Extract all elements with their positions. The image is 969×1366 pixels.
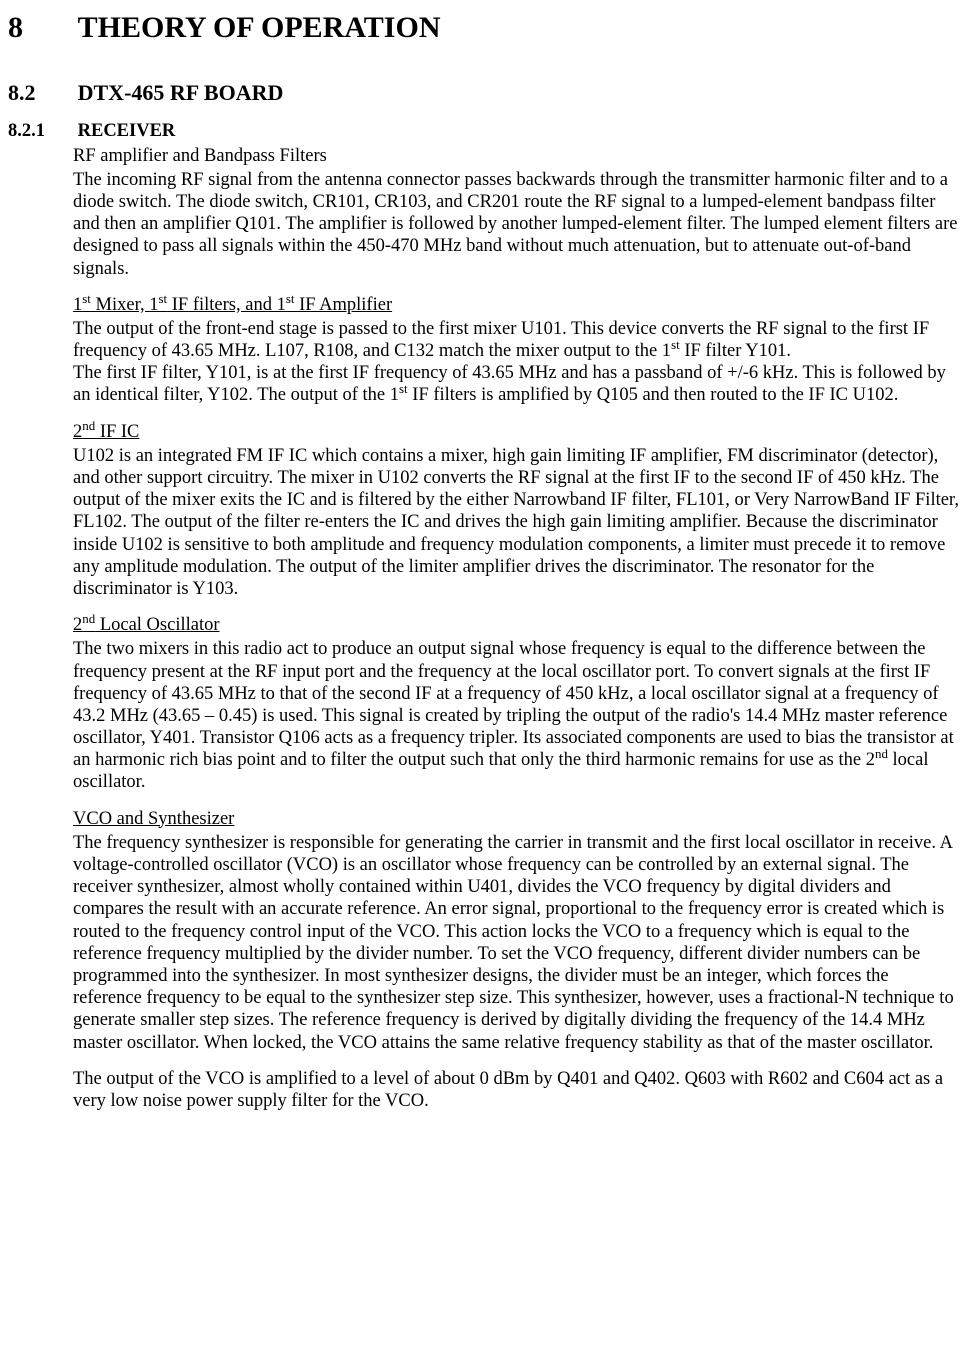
- vco-heading: VCO and Synthesizer: [73, 808, 961, 830]
- section-title: DTX-465 RF BOARD: [78, 80, 284, 106]
- local-osc-heading: 2nd Local Oscillator: [73, 614, 961, 636]
- vco-heading-text: VCO and Synthesizer: [73, 809, 234, 829]
- chapter-title: THEORY OF OPERATION: [78, 10, 441, 46]
- vco-paragraph-2: The output of the VCO is amplified to a …: [73, 1068, 961, 1112]
- subsection-number: 8.2.1: [8, 120, 73, 142]
- mixer-heading: 1st Mixer, 1st IF filters, and 1st IF Am…: [73, 294, 961, 316]
- rf-amp-heading-text: RF amplifier and Bandpass Filters: [73, 146, 327, 166]
- mixer-heading-text: 1st Mixer, 1st IF filters, and 1st IF Am…: [73, 295, 392, 315]
- section-number: 8.2: [8, 80, 73, 106]
- document-body: RF amplifier and Bandpass Filters The in…: [73, 145, 961, 1113]
- chapter-number: 8: [8, 10, 73, 46]
- chapter-heading: 8 THEORY OF OPERATION: [8, 10, 961, 46]
- subsection-heading: 8.2.1 RECEIVER: [8, 120, 961, 142]
- local-osc-heading-text: 2nd Local Oscillator: [73, 615, 220, 635]
- vco-paragraph-1: The frequency synthesizer is responsible…: [73, 832, 961, 1054]
- rf-amp-heading: RF amplifier and Bandpass Filters: [73, 145, 961, 167]
- subsection-title: RECEIVER: [78, 120, 176, 142]
- local-osc-paragraph: The two mixers in this radio act to prod…: [73, 638, 961, 793]
- mixer-paragraph-1: The output of the front-end stage is pas…: [73, 318, 961, 362]
- if-ic-paragraph: U102 is an integrated FM IF IC which con…: [73, 445, 961, 600]
- if-ic-heading: 2nd IF IC: [73, 421, 961, 443]
- if-ic-heading-text: 2nd IF IC: [73, 422, 139, 442]
- mixer-paragraph-2: The first IF filter, Y101, is at the fir…: [73, 362, 961, 406]
- rf-amp-paragraph: The incoming RF signal from the antenna …: [73, 169, 961, 280]
- section-heading: 8.2 DTX-465 RF BOARD: [8, 80, 961, 106]
